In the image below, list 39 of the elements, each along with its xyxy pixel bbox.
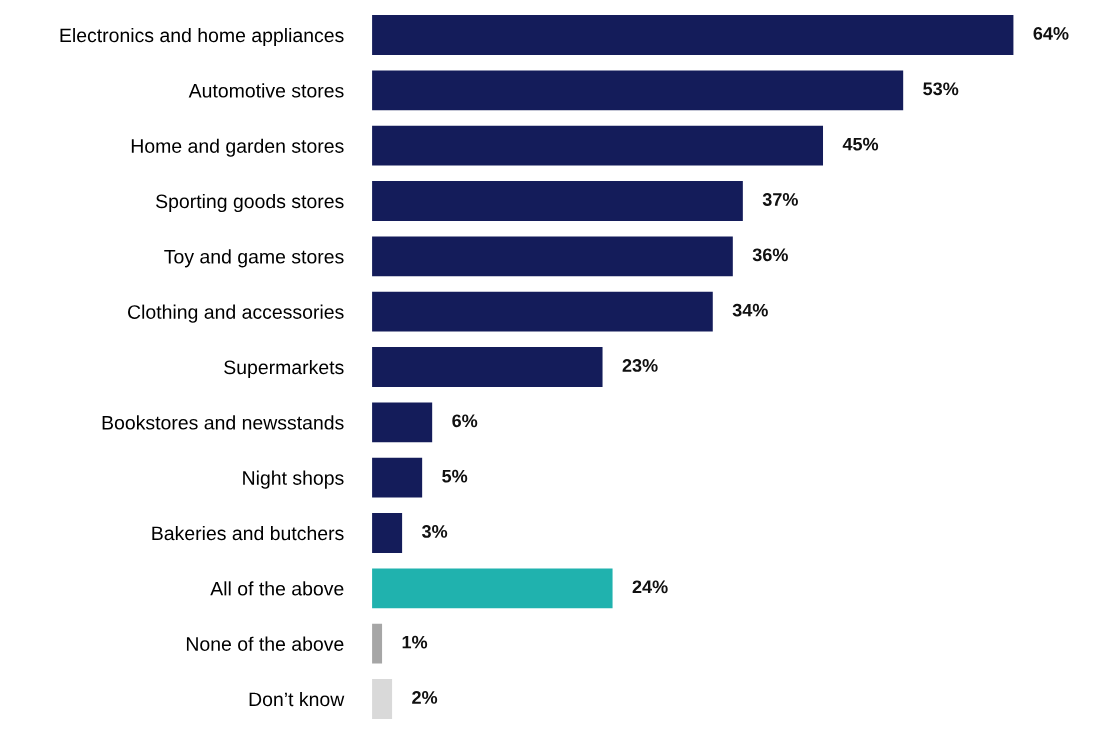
bar — [372, 291, 713, 332]
bar — [372, 568, 613, 609]
y-tick-label: Sporting goods stores — [156, 193, 344, 213]
data-label: 37% — [762, 193, 798, 206]
y-tick-label: Don’t know — [249, 691, 345, 707]
bar — [372, 513, 403, 553]
y-tick-label: None of the above — [186, 636, 344, 651]
y-tick-label: Bookstores and newsstands — [102, 415, 344, 430]
data-label: 34% — [732, 303, 768, 317]
bar — [372, 623, 383, 664]
data-label: 5% — [442, 469, 468, 483]
bar — [372, 402, 433, 443]
y-tick-label: All of the above — [210, 581, 344, 596]
data-label: 23% — [622, 359, 658, 372]
y-tick-label: Automotive stores — [188, 83, 344, 98]
data-label: 36% — [752, 248, 788, 262]
bar — [372, 457, 423, 498]
y-tick-label: Clothing and accessories — [128, 304, 344, 323]
bar — [372, 125, 824, 166]
data-label: 45% — [842, 137, 879, 151]
y-tick-label: Toy and game stores — [164, 249, 344, 268]
data-label: 3% — [421, 525, 448, 538]
y-tick-label: Supermarkets — [224, 359, 344, 379]
y-tick-label: Night shops — [243, 470, 344, 489]
data-label: 6% — [452, 414, 478, 428]
data-label: 64% — [1033, 27, 1069, 40]
data-label: 2% — [412, 691, 438, 704]
y-tick-label: Electronics and home appliances — [60, 27, 344, 47]
y-tick-label: Bakeries and butchers — [152, 525, 344, 541]
bar — [372, 347, 603, 387]
bar — [372, 236, 733, 277]
bar — [372, 679, 393, 719]
data-label: 53% — [923, 82, 959, 96]
data-label: 1% — [402, 635, 428, 649]
bar — [372, 15, 1014, 55]
bar — [372, 181, 743, 221]
y-tick-label: Home and garden stores — [131, 138, 344, 157]
bar — [372, 70, 904, 111]
data-label: 24% — [632, 580, 668, 594]
